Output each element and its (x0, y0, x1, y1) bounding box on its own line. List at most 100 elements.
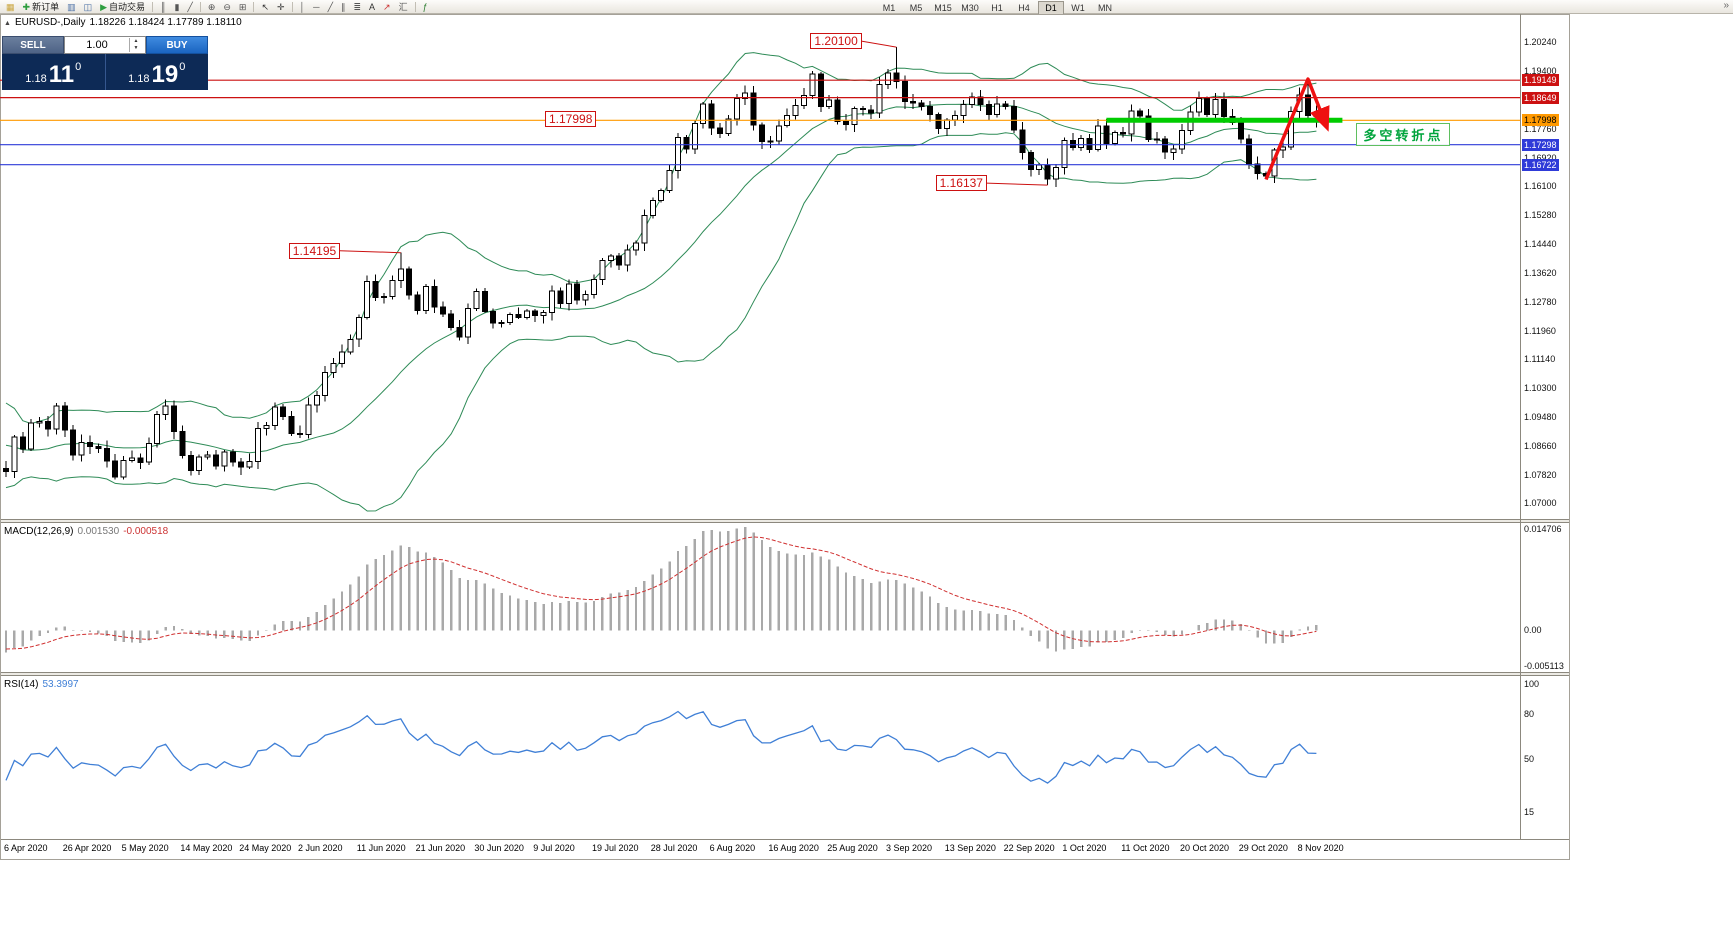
date-axis-label: 11 Oct 2020 (1121, 843, 1170, 853)
timeframe-m5[interactable]: M5 (909, 3, 923, 13)
volume-field[interactable]: ▲ ▼ (64, 36, 146, 54)
date-axis-label: 28 Jul 2020 (650, 843, 698, 853)
price-scale-tick: 1.07820 (1524, 469, 1557, 480)
vertical-line-icon: │ (299, 1, 306, 12)
date-axis-label: 8 Nov 2020 (1297, 843, 1344, 853)
collapse-arrow-icon[interactable]: ▲ (4, 20, 11, 27)
date-axis-label: 25 Aug 2020 (827, 843, 878, 853)
date-axis-label: 5 May 2020 (121, 843, 169, 853)
price-scale-tick: 1.11140 (1524, 354, 1556, 365)
market-watch-icon[interactable]: ▥ (64, 1, 79, 13)
rsi-scale-tick: 15 (1524, 807, 1535, 818)
price-level-badge: 1.17998 (1522, 114, 1559, 127)
date-axis-label: 1 Oct 2020 (1062, 843, 1107, 853)
zoom-out-icon[interactable]: ⊖ (220, 1, 234, 13)
horizontal-line-icon[interactable]: ─ (310, 1, 322, 13)
fibonacci-icon: ≣ (353, 1, 362, 12)
price-scale-tick: 1.15280 (1524, 209, 1557, 220)
timeframe-mn[interactable]: MN (1098, 3, 1112, 13)
price-callout[interactable]: 1.14195 (288, 242, 341, 259)
text-label-icon[interactable]: A (366, 1, 378, 13)
toolbar-overflow-icon[interactable]: » (1723, 0, 1729, 11)
buy-button[interactable]: BUY (146, 36, 208, 54)
date-axis-label: 6 Apr 2020 (4, 843, 48, 853)
new-order-button[interactable]: ✚ 新订单 (20, 1, 63, 13)
date-axis-label: 13 Sep 2020 (944, 843, 996, 853)
spin-down-icon[interactable]: ▼ (133, 45, 139, 51)
spin-up-icon[interactable]: ▲ (133, 38, 139, 44)
tile-windows-icon: ⊞ (238, 1, 247, 12)
price-scale-tick: 1.13620 (1524, 267, 1557, 278)
macd-scale-max: 0.014706 (1524, 523, 1562, 534)
line-chart-icon: ╱ (187, 1, 193, 12)
bar-chart-icon[interactable]: ║ (157, 1, 169, 13)
cursor-icon[interactable]: ↖ (258, 1, 272, 13)
trendline-icon[interactable]: ╱ (325, 1, 336, 13)
timeframe-h1[interactable]: H1 (991, 3, 1003, 13)
macd-scale-min: -0.005113 (1524, 660, 1564, 671)
bid-point-digit: 0 (75, 61, 82, 73)
macd-signal-value: -0.000518 (123, 526, 169, 537)
rsi-scale-tick: 50 (1524, 754, 1535, 765)
rsi-value: 53.3997 (42, 679, 79, 690)
price-scale-tick: 1.16920 (1524, 153, 1557, 163)
sell-button[interactable]: SELL (2, 36, 64, 54)
cjk-tool-icon: 汇 (398, 1, 408, 12)
price-callout[interactable]: 1.20100 (810, 33, 862, 50)
timeframe-w1[interactable]: W1 (1071, 3, 1085, 13)
price-scale-tick: 1.12780 (1524, 297, 1557, 308)
candlestick-chart-icon[interactable]: ▮ (171, 1, 182, 13)
autotrading-button[interactable]: ▶ 自动交易 (97, 1, 148, 13)
volume-input[interactable] (65, 38, 129, 52)
zoom-in-icon[interactable]: ⊕ (205, 1, 219, 13)
data-window-icon[interactable]: ◫ (81, 1, 96, 13)
bid-big-digits: 11 (48, 61, 75, 88)
timeframe-h4[interactable]: H4 (1018, 3, 1030, 13)
cjk-tool-icon[interactable]: 汇 (396, 1, 411, 13)
annotation-note[interactable]: 多空转折点 (1356, 123, 1451, 147)
macd-label: MACD(12,26,9) (4, 526, 74, 537)
price-scale-tick: 1.11960 (1524, 325, 1556, 336)
fibonacci-icon[interactable]: ≣ (350, 1, 364, 13)
new-order-button-label: 新订单 (32, 2, 60, 12)
toolbar: ▦ ✚ 新订单 ▥ ◫ ▶ 自动交易 ║ ▮ ╱ ⊕ ⊖ ⊞ ↖ ✛ │ ─ ╱ ∥ ≣ A ↗ 汇 ƒ M1 M5 M15 M30 H… (0, 0, 1733, 15)
indicators-icon[interactable]: ƒ (420, 1, 431, 13)
crosshair-icon[interactable]: ✛ (274, 1, 288, 13)
macd-scale-zero: 0.00 (1524, 625, 1542, 636)
timeframe-m15[interactable]: M15 (934, 3, 952, 13)
reversal-arrow[interactable] (1264, 77, 1330, 181)
data-window-icon: ◫ (83, 1, 93, 12)
price-scale-tick: 1.08660 (1524, 440, 1557, 451)
date-axis-label: 19 Jul 2020 (592, 843, 639, 853)
market-watch-icon: ▥ (67, 1, 76, 12)
price-callout[interactable]: 1.17998 (545, 111, 597, 128)
timeframe-toolbar: M1 M5 M15 M30 H1 H4 D1 W1 MN (876, 1, 1119, 15)
toolbar-separator (152, 1, 154, 12)
timeframe-m1[interactable]: M1 (882, 3, 896, 13)
volume-spinner[interactable]: ▲ ▼ (129, 38, 142, 52)
price-level-badge: 1.19149 (1522, 74, 1559, 87)
autotrading-icon: ▶ (100, 1, 108, 12)
price-scale-tick: 1.20240 (1524, 37, 1557, 48)
line-chart-icon[interactable]: ╱ (184, 1, 195, 13)
timeframe-m30[interactable]: M30 (961, 3, 979, 13)
price-callout[interactable]: 1.16137 (935, 175, 987, 192)
arrow-tool-icon[interactable]: ↗ (380, 1, 394, 13)
panel-divider[interactable] (1, 519, 1569, 523)
tile-windows-icon[interactable]: ⊞ (236, 1, 250, 13)
new-chart-icon[interactable]: ▦ (3, 1, 18, 13)
channel-icon: ∥ (340, 1, 346, 12)
channel-icon[interactable]: ∥ (338, 1, 349, 13)
date-axis-label: 26 Apr 2020 (62, 843, 112, 853)
date-axis-label: 3 Sep 2020 (886, 843, 933, 853)
toolbar-separator (253, 1, 255, 12)
bar-chart-icon: ║ (160, 1, 167, 12)
ask-prefix: 1.18 (128, 73, 150, 85)
toolbar-separator (414, 1, 416, 12)
panel-divider[interactable] (1, 672, 1569, 676)
vertical-line-icon[interactable]: │ (297, 1, 309, 13)
ask-point-digit: 0 (179, 61, 186, 73)
